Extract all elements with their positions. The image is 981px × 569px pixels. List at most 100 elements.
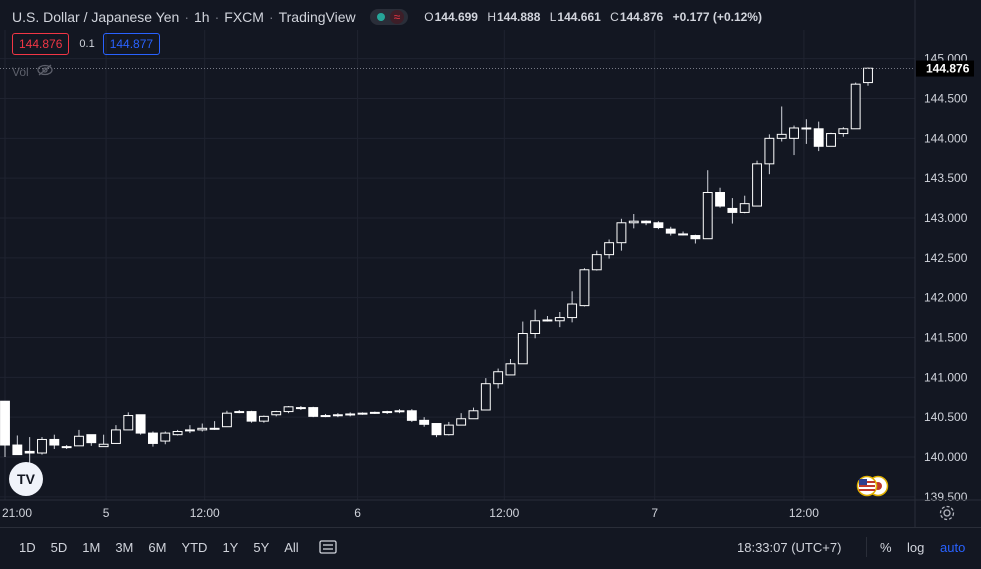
toolbar-divider (866, 537, 867, 557)
candle-body (616, 222, 627, 244)
date-range-list: 1D 5D 1M 3M 6M YTD 1Y 5Y All (19, 540, 314, 555)
candle-body (542, 319, 553, 322)
candle-body (271, 411, 282, 416)
candle-body (493, 371, 504, 385)
candle-body (850, 83, 861, 130)
range-button-5d[interactable]: 5D (50, 540, 68, 555)
status-pill[interactable]: ≈ (369, 9, 409, 25)
percent-scale-toggle[interactable]: % (880, 540, 892, 555)
y-tick-label: 144.500 (924, 92, 968, 106)
compare-icon[interactable] (318, 538, 338, 561)
y-tick-label: 140.500 (924, 410, 968, 424)
candle-body (641, 220, 652, 224)
x-tick-label: 21:00 (2, 506, 32, 520)
candle-body (752, 163, 762, 207)
data-wave-icon: ≈ (389, 10, 405, 24)
range-button-6m[interactable]: 6M (148, 540, 167, 555)
gear-icon[interactable] (938, 504, 956, 527)
x-tick-label: 6 (354, 506, 361, 520)
candle-body (715, 192, 725, 207)
exchange-label: FXCM (224, 9, 264, 25)
header-line: U.S. Dollar / Japanese Yen · 1h · FXCM ·… (12, 8, 768, 26)
candle-body (456, 418, 467, 426)
sell-price-button[interactable]: 144.876 (12, 33, 70, 55)
y-tick-label: 140.000 (924, 450, 968, 464)
candle-body (320, 415, 331, 418)
range-button-ytd[interactable]: YTD (181, 540, 208, 555)
clock-timezone[interactable]: 18:33:07 (UTC+7) (737, 540, 842, 555)
y-tick-label: 141.500 (924, 330, 968, 344)
candle-body (74, 435, 84, 447)
eye-hidden-icon[interactable] (37, 64, 53, 79)
range-button-5y[interactable]: 5Y (253, 540, 270, 555)
ohlc-values: O144.699 H144.888 L144.661 C144.876 +0.1… (424, 10, 768, 24)
open-value: 144.699 (434, 10, 478, 24)
us-jp-flags-icon[interactable] (856, 475, 892, 502)
candle-body (678, 233, 689, 236)
buy-price-button[interactable]: 144.877 (102, 33, 161, 55)
candle-body (604, 242, 615, 256)
y-tick-label: 142.000 (924, 291, 968, 305)
candle-body (209, 427, 220, 430)
candle-body (197, 427, 208, 431)
header-separator: · (214, 9, 220, 25)
candle-body (443, 424, 454, 436)
interval-label[interactable]: 1h (194, 9, 210, 25)
candle-body (776, 133, 787, 139)
candle-body (49, 438, 60, 446)
log-scale-toggle[interactable]: log (907, 540, 925, 555)
candle-body (172, 430, 183, 436)
candle-body (517, 333, 528, 365)
low-label: L (549, 10, 557, 24)
candle-body (258, 415, 269, 422)
candle-body (813, 128, 824, 147)
auto-scale-toggle[interactable]: auto (940, 540, 966, 555)
candle-body (628, 220, 639, 224)
market-open-dot-icon (376, 13, 385, 21)
candle-body (480, 383, 491, 411)
candle-body (567, 303, 578, 319)
candle-body (739, 203, 750, 213)
symbol-title[interactable]: U.S. Dollar / Japanese Yen (12, 9, 180, 25)
bottom-toolbar: 1D 5D 1M 3M 6M YTD 1Y 5Y All 18:33:07 (UTC+7) % … (0, 527, 981, 569)
candle-body (345, 413, 356, 416)
candle-body (160, 432, 171, 442)
candle-body (579, 269, 590, 307)
range-button-all[interactable]: All (284, 540, 299, 555)
x-tick-label: 12:00 (789, 506, 819, 520)
header-separator: · (268, 9, 274, 25)
candle-body (382, 411, 393, 414)
tradingview-logo[interactable]: TV (9, 462, 43, 496)
x-tick-label: 12:00 (190, 506, 220, 520)
header-separator: · (184, 9, 190, 25)
range-button-1d[interactable]: 1D (19, 540, 36, 555)
y-tick-label: 141.000 (924, 370, 968, 384)
candle-body (37, 438, 47, 454)
candle-body (98, 443, 109, 448)
candle-body (111, 429, 121, 444)
candle-body (554, 317, 565, 322)
price-chart[interactable]: 145.000144.500144.000143.500143.000142.5… (0, 0, 981, 527)
close-value: 144.876 (619, 10, 664, 24)
range-button-1y[interactable]: 1Y (222, 540, 239, 555)
candle-body (234, 411, 245, 414)
change-value: +0.177 (+0.12%) (672, 10, 762, 24)
candle-body (863, 67, 873, 84)
high-value: 144.888 (497, 10, 541, 24)
range-button-1m[interactable]: 1M (82, 540, 101, 555)
x-tick-label: 5 (103, 506, 110, 520)
candle-body (468, 410, 479, 420)
low-value: 144.661 (557, 10, 601, 24)
high-label: H (487, 10, 496, 24)
candle-body (727, 207, 738, 213)
candle-body (295, 407, 306, 410)
candle-body (221, 412, 232, 428)
candle-body (394, 410, 405, 413)
candle-body (86, 434, 97, 444)
chart-background (0, 0, 981, 527)
y-tick-label: 142.500 (924, 251, 968, 265)
candle-body (530, 320, 541, 335)
range-button-3m[interactable]: 3M (115, 540, 134, 555)
candle-body (148, 432, 158, 444)
